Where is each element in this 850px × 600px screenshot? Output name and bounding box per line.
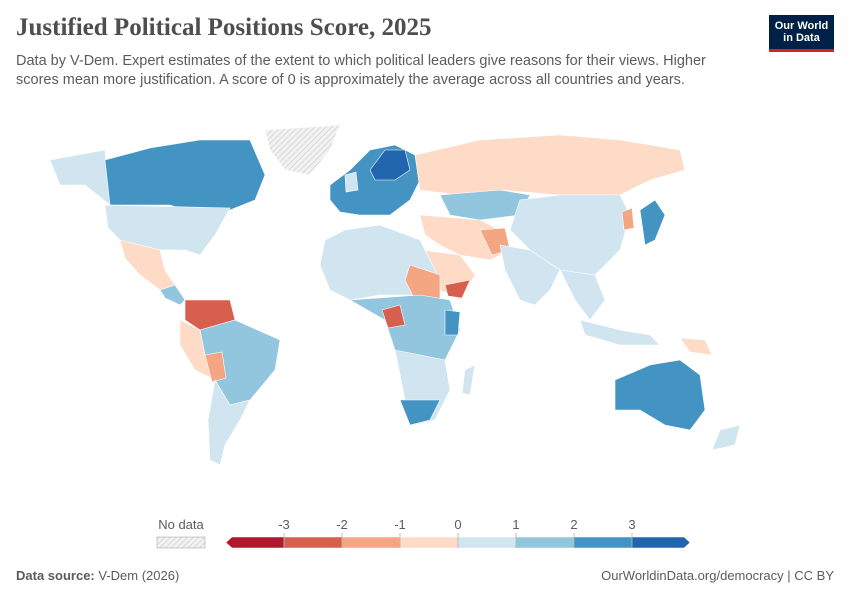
country[interactable]: [344, 171, 359, 193]
legend-bin: [283, 536, 343, 549]
logo-line: in Data: [783, 32, 820, 44]
logo[interactable]: Our World in Data: [769, 15, 834, 52]
legend-bin: [399, 536, 459, 549]
country[interactable]: [369, 149, 411, 181]
country[interactable]: [639, 199, 666, 246]
no-data-swatch: [156, 536, 206, 549]
no-data-label: No data: [158, 517, 204, 532]
source: Data source: V-Dem (2026): [16, 568, 179, 583]
country-no-data[interactable]: [264, 124, 341, 176]
country[interactable]: [461, 364, 476, 396]
country[interactable]: [614, 359, 706, 431]
logo-line: Our World: [774, 20, 829, 32]
legend-bin: [515, 536, 575, 549]
country[interactable]: [381, 304, 406, 329]
legend-bin: [573, 536, 633, 549]
legend-tick-label: 1: [512, 517, 519, 532]
country[interactable]: [207, 379, 251, 466]
country[interactable]: [104, 139, 266, 216]
legend-tick-label: -1: [394, 517, 406, 532]
legend-bin: [631, 536, 691, 549]
country[interactable]: [579, 319, 661, 346]
link[interactable]: OurWorldinData.org/democracy | CC BY: [601, 568, 834, 583]
country[interactable]: [711, 424, 741, 451]
legend-tick-label: -3: [278, 517, 290, 532]
legend-bin: [225, 536, 285, 549]
country[interactable]: [204, 351, 227, 383]
country[interactable]: [419, 214, 511, 261]
country[interactable]: [104, 204, 231, 256]
legend-tick-label: 0: [454, 517, 461, 532]
legend-tick-label: 2: [570, 517, 577, 532]
country[interactable]: [499, 244, 561, 306]
legend-tick-label: 3: [628, 517, 635, 532]
subtitle: Data by V-Dem. Expert estimates of the e…: [16, 53, 706, 88]
country[interactable]: [559, 269, 606, 321]
legend-bin: [457, 536, 517, 549]
country[interactable]: [159, 284, 186, 306]
countries: [49, 124, 741, 466]
country[interactable]: [414, 134, 686, 196]
legend-tick-label: -2: [336, 517, 348, 532]
country[interactable]: [399, 399, 441, 426]
country[interactable]: [509, 194, 631, 276]
legend: No data -3 -2 -1 0 1 2 3: [156, 517, 691, 549]
source-name: V-Dem (2026): [98, 568, 180, 583]
country[interactable]: [621, 207, 635, 231]
country[interactable]: [444, 279, 471, 299]
country[interactable]: [49, 149, 111, 206]
source-label: Data source:: [16, 568, 95, 583]
country[interactable]: [679, 337, 713, 356]
legend-bin: [341, 536, 401, 549]
country[interactable]: [444, 309, 461, 336]
title: Justified Political Positions Score, 202…: [16, 14, 432, 41]
